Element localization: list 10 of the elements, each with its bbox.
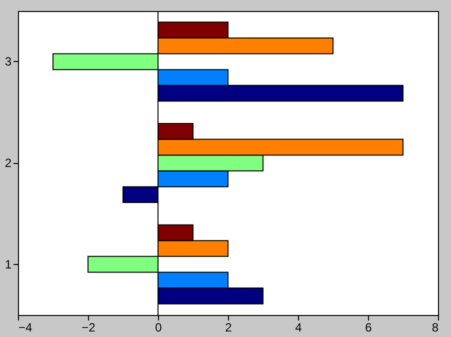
x-tick-label: 6 (365, 320, 372, 334)
x-tick-label: 2 (225, 320, 232, 334)
x-tick-label: −2 (82, 320, 96, 334)
x-tick-label: −4 (18, 320, 33, 334)
x-tick-label: 4 (295, 320, 302, 334)
y-tick-label: 3 (4, 54, 12, 69)
y-tick-label: 2 (4, 156, 12, 170)
y-tick-label: 1 (4, 257, 12, 272)
x-tick-label: 0 (155, 320, 162, 334)
x-tick-label: 8 (432, 320, 439, 334)
